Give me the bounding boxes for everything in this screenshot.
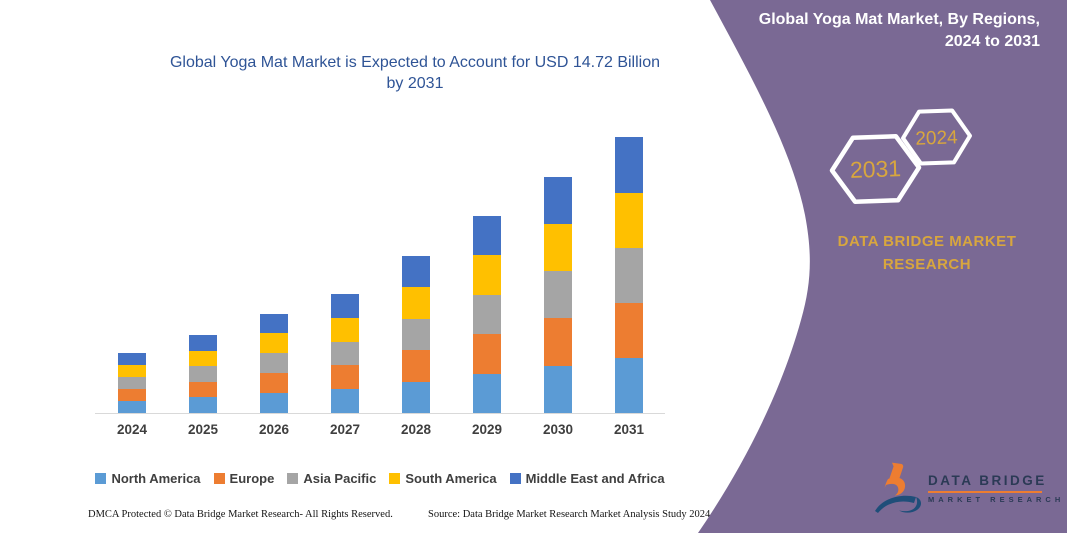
x-tick-label: 2024 [116,422,148,437]
bar-segment [118,389,146,401]
dmca-note: DMCA Protected © Data Bridge Market Rese… [88,509,393,520]
panel-heading-line2: 2024 to 2031 [944,33,1040,50]
x-tick-label: 2030 [542,422,574,437]
bar-segment [544,318,572,366]
side-panel-background [698,0,1067,533]
legend-swatch [509,473,521,484]
x-tick-label: 2025 [187,422,219,437]
legend-item: Middle East and Africa [509,471,665,486]
legend-swatch [213,473,225,484]
bar-segment [260,373,288,394]
hexagon-2031: 2031 [829,134,922,204]
bar-segment [544,223,572,272]
bar-segment [118,353,146,365]
legend-item: Europe [213,471,275,486]
bar-segment [473,373,501,413]
legend-label: Middle East and Africa [525,471,665,486]
bar-segment [189,397,217,413]
legend-label: South America [405,471,497,486]
bar-column-2026 [260,313,288,413]
bar-column-2025 [189,335,217,413]
bar-column-2030 [544,176,572,413]
bar-segment [331,317,359,342]
chart-title-line1: Global Yoga Mat Market is Expected to Ac… [169,54,661,71]
plot-area: 2024 2025 2026 2027 2028 2029 2030 2031 [95,120,665,437]
bar-column-2027 [331,294,359,413]
brand-text-line1: DATA BRIDGE MARKET [837,233,1017,250]
bar-segment [473,294,501,335]
bar-segment [544,365,572,413]
bar-segment [118,377,146,389]
x-tick-label: 2028 [400,422,432,437]
bar-segment [189,350,217,367]
logo-wordmark: DATA BRIDGE [928,473,1047,488]
x-tick-label: 2031 [613,422,645,437]
brand-text: DATA BRIDGE MARKET RESEARCH [818,230,1036,276]
bar-segment [260,393,288,413]
bar-segment [544,176,572,224]
x-tick-label: 2026 [258,422,290,437]
bar-segment [189,366,217,382]
bar-segment [402,255,430,287]
hexagon-2024-label: 2024 [915,127,958,149]
bar-segment [402,318,430,350]
bar-column-2024 [118,353,146,413]
bar-segment [118,365,146,377]
legend-item: South America [389,471,497,486]
bar-segment [331,365,359,390]
chart-title: Global Yoga Mat Market is Expected to Ac… [95,52,735,94]
bar-segment [402,381,430,413]
brand-text-line2: RESEARCH [882,256,972,273]
chart-title-line2: by 2031 [386,75,444,92]
logo-subtext: MARKET RESEARCH [928,495,1065,504]
bar-segment [402,287,430,319]
bar-segment [615,357,643,413]
bar-segment [331,389,359,413]
bar-segment [615,247,643,303]
bar-segment [615,137,643,193]
x-tick-label: 2027 [329,422,361,437]
bar-segment [118,401,146,413]
legend-item: North America [95,471,201,486]
legend-swatch [389,473,401,484]
legend-label: North America [111,471,201,486]
legend-item: Asia Pacific [287,471,376,486]
bar-segment [473,334,501,374]
logo-b-icon [875,462,922,513]
source-note: Source: Data Bridge Market Research Mark… [428,509,711,520]
logo-divider [928,491,1042,493]
bar-column-2028 [402,255,430,413]
bar-segment [189,381,217,398]
panel-heading-line1: Global Yoga Mat Market, By Regions, [758,11,1040,28]
legend-label: Asia Pacific [303,471,377,486]
bar-segment [615,302,643,358]
bar-segment [544,271,572,319]
bar-segment [260,313,288,334]
bar-segment [260,353,288,374]
bar-segment [615,192,643,248]
chart-legend: North America Europe Asia Pacific South Ame… [20,471,740,486]
legend-swatch [287,473,299,484]
bar-column-2031 [615,137,643,413]
bar-segment [331,341,359,366]
data-bridge-logo: DATA BRIDGE MARKET RESEARCH [872,461,1065,519]
bar-segment [402,350,430,382]
x-tick-label: 2029 [471,422,503,437]
bar-segment [260,333,288,354]
bar-column-2029 [473,216,501,413]
bar-segment [331,294,359,318]
hexagon-2024: 2024 [901,108,972,166]
hexagon-2031-label: 2031 [849,155,901,183]
bar-segment [473,216,501,256]
bar-segment [189,335,217,351]
bar-segment [473,255,501,295]
legend-swatch [95,473,107,484]
legend-label: Europe [229,471,275,486]
panel-heading: Global Yoga Mat Market, By Regions, 2024… [700,9,1040,53]
